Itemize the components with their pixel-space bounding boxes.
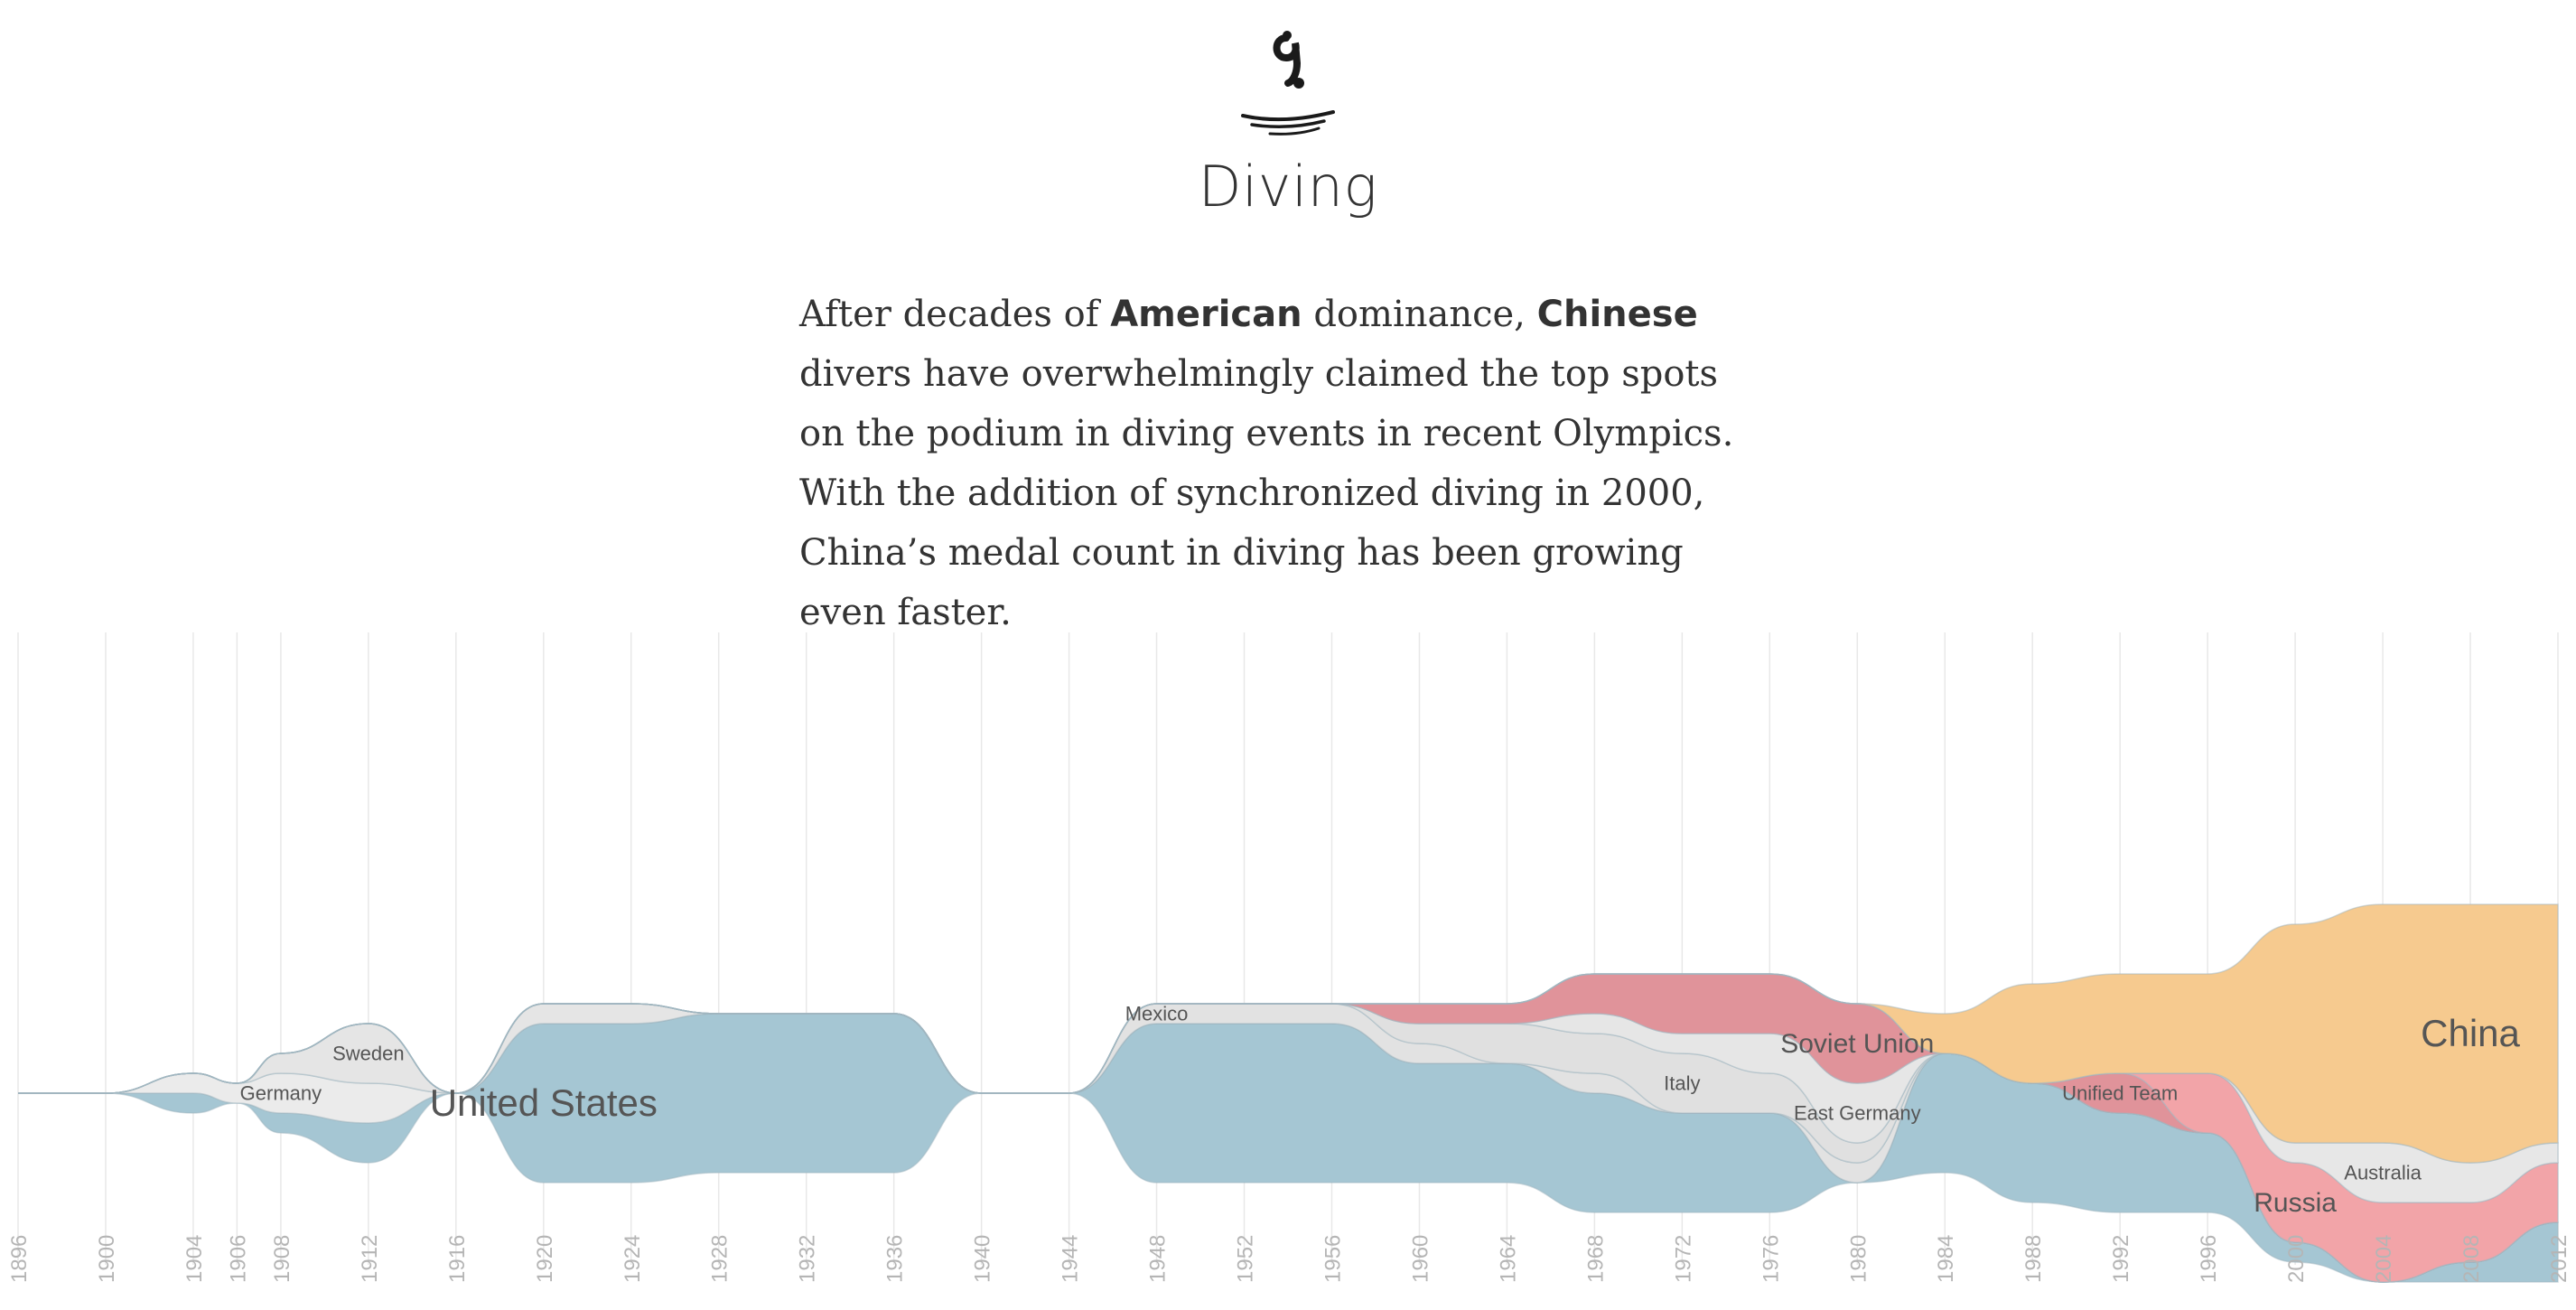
tick-label-1984: 1984 [1934, 1235, 1958, 1283]
tick-label-1992: 1992 [2109, 1235, 2133, 1283]
stream-areas [18, 903, 2559, 1283]
tick-label-1960: 1960 [1408, 1235, 1433, 1283]
tick-label-2004: 2004 [2372, 1235, 2396, 1283]
series-label-unified-team: Unified Team [2062, 1081, 2178, 1104]
tick-label-1900: 1900 [95, 1235, 119, 1283]
tick-label-2000: 2000 [2284, 1235, 2309, 1283]
diving-figure-icon [1241, 31, 1335, 136]
tick-label-1996: 1996 [2197, 1235, 2221, 1283]
series-label-germany: Germany [240, 1081, 322, 1104]
intro-text-1: After decades of [799, 294, 1111, 335]
tick-label-1972: 1972 [1671, 1235, 1695, 1283]
tick-label-1968: 1968 [1583, 1235, 1608, 1283]
tick-label-1920: 1920 [533, 1235, 557, 1283]
tick-label-1956: 1956 [1321, 1235, 1345, 1283]
tick-label-1932: 1932 [796, 1235, 820, 1283]
tick-label-1964: 1964 [1496, 1235, 1520, 1283]
tick-label-1906: 1906 [226, 1235, 250, 1283]
tick-label-1916: 1916 [445, 1235, 470, 1283]
series-label-mexico: Mexico [1125, 1002, 1189, 1025]
intro-bold-chinese: Chinese [1536, 294, 1698, 335]
stream-china [18, 903, 2559, 1164]
series-label-east-germany: East Germany [1794, 1101, 1921, 1124]
intro-text-3: divers have overwhelmingly claimed the t… [799, 353, 1734, 633]
tick-label-1952: 1952 [1234, 1235, 1258, 1283]
chart-header: Diving After decades of American dominan… [0, 0, 2576, 633]
series-labels: United States Germany Sweden Mexico Italy Eas… [240, 1002, 2521, 1218]
tick-label-2012: 2012 [2547, 1235, 2571, 1283]
series-label-united-states: United States [430, 1081, 658, 1124]
tick-label-1976: 1976 [1759, 1235, 1783, 1283]
tick-label-1896: 1896 [7, 1235, 32, 1283]
tick-label-1924: 1924 [621, 1235, 645, 1283]
tick-label-1980: 1980 [1846, 1235, 1871, 1283]
x-axis-ticks: 1896 1900 1904 1906 1908 1912 1916 1920 1924 1928… [7, 1235, 2571, 1283]
intro-text-2: dominance, [1302, 294, 1537, 335]
series-label-sweden: Sweden [332, 1042, 405, 1064]
page-title: Diving [1198, 154, 1378, 220]
intro-paragraph: After decades of American dominance, Chi… [799, 285, 1757, 642]
tick-label-1940: 1940 [971, 1235, 995, 1283]
tick-label-1944: 1944 [1059, 1235, 1083, 1283]
tick-label-1904: 1904 [182, 1235, 207, 1283]
tick-label-1948: 1948 [1146, 1235, 1171, 1283]
series-label-russia: Russia [2254, 1188, 2337, 1218]
tick-label-1936: 1936 [883, 1235, 908, 1283]
tick-label-1928: 1928 [708, 1235, 733, 1283]
tick-label-1908: 1908 [270, 1235, 294, 1283]
series-label-soviet-union: Soviet Union [1780, 1029, 1934, 1059]
tick-label-1988: 1988 [2021, 1235, 2046, 1283]
streamgraph-chart: United States Germany Sweden Mexico Italy Eas… [7, 632, 2571, 1283]
tick-label-1912: 1912 [358, 1235, 382, 1283]
intro-bold-american: American [1110, 294, 1302, 335]
series-label-china: China [2421, 1012, 2520, 1054]
series-label-italy: Italy [1664, 1071, 1700, 1094]
tick-label-2008: 2008 [2459, 1235, 2484, 1283]
series-label-australia: Australia [2344, 1161, 2422, 1184]
